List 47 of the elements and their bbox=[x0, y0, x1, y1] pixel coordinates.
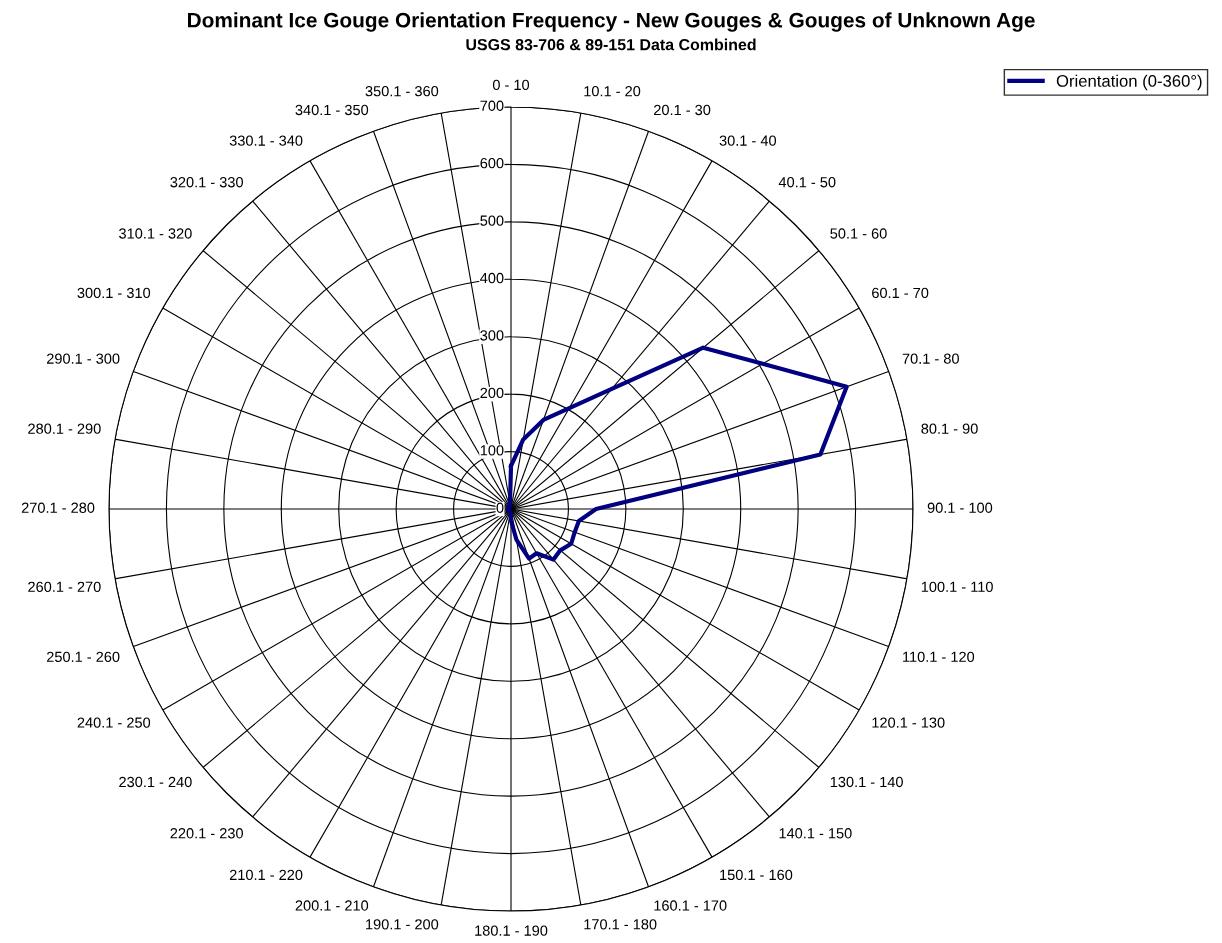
spoke-label: 340.1 - 350 bbox=[295, 104, 369, 116]
spoke-label: 290.1 - 300 bbox=[46, 353, 120, 364]
spoke-label: 10.1 - 20 bbox=[584, 86, 641, 97]
chart-title: Dominant Ice Gouge Orientation Frequency - New Gouges & Gouges of Unknown Age bbox=[188, 12, 1035, 32]
spoke-label: 90.1 - 100 bbox=[927, 502, 993, 513]
spoke-label: 130.1 - 140 bbox=[830, 776, 903, 788]
spoke-label: 110.1 - 120 bbox=[903, 651, 975, 663]
spoke-label: 280.1 - 290 bbox=[28, 423, 101, 434]
spoke-label: 250.1 - 260 bbox=[46, 651, 120, 663]
spoke-label: 200.1 - 210 bbox=[295, 900, 369, 911]
spoke-label: 190.1 - 200 bbox=[366, 919, 439, 930]
y-tick-label: 300 bbox=[480, 330, 504, 341]
spoke-label: 0 - 10 bbox=[492, 79, 530, 91]
y-tick-label: 400 bbox=[480, 272, 504, 284]
spoke-label: 330.1 - 340 bbox=[229, 135, 303, 146]
spoke-label: 140.1 - 150 bbox=[779, 828, 852, 839]
spoke-label: 170.1 - 180 bbox=[584, 919, 657, 930]
spoke-label: 180.1 - 190 bbox=[475, 925, 548, 936]
spoke-label: 160.1 - 170 bbox=[654, 900, 727, 911]
spoke-label: 40.1 - 50 bbox=[778, 177, 836, 188]
y-tick-label: 700 bbox=[480, 100, 504, 111]
spoke-label: 320.1 - 330 bbox=[170, 177, 243, 188]
spoke-label: 210.1 - 220 bbox=[229, 869, 303, 881]
spoke-label: 220.1 - 230 bbox=[170, 828, 243, 839]
y-tick-label: 0 bbox=[496, 502, 504, 513]
spoke-label: 30.1 - 40 bbox=[719, 135, 777, 146]
spoke-label: 100.1 - 110 bbox=[921, 581, 993, 592]
spoke-label: 80.1 - 90 bbox=[921, 423, 978, 434]
spoke-label: 120.1 - 130 bbox=[872, 717, 945, 728]
spoke-label: 50.1 - 60 bbox=[830, 228, 887, 239]
y-tick-label: 200 bbox=[480, 387, 504, 399]
spoke-label: 270.1 - 280 bbox=[21, 502, 95, 513]
spoke-label: 260.1 - 270 bbox=[28, 581, 101, 592]
spoke-label: 230.1 - 240 bbox=[119, 776, 192, 788]
spoke-label: 310.1 - 320 bbox=[119, 228, 192, 239]
y-tick-label: 500 bbox=[480, 215, 504, 226]
spoke-label: 60.1 - 70 bbox=[872, 287, 929, 299]
y-tick-label: 600 bbox=[480, 158, 504, 169]
y-tick-label: 100 bbox=[480, 445, 504, 456]
chart-subtitle: USGS 83-706 & 89-151 Data Combined bbox=[466, 38, 756, 51]
spoke-label: 350.1 - 360 bbox=[365, 86, 439, 97]
spoke-label: 300.1 - 310 bbox=[77, 287, 151, 299]
spoke-label: 20.1 - 30 bbox=[654, 104, 711, 116]
spoke-label: 150.1 - 160 bbox=[720, 869, 793, 881]
spoke-label: 70.1 - 80 bbox=[902, 353, 959, 364]
legend-label: Orientation (0-360°) bbox=[1056, 74, 1202, 91]
spoke-label: 240.1 - 250 bbox=[77, 717, 151, 728]
